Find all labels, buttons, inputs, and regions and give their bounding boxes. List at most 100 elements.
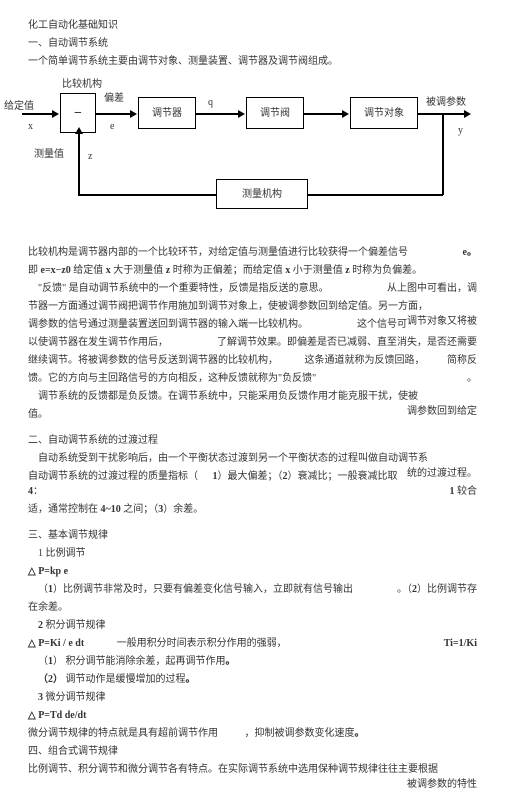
line-cv bbox=[196, 113, 240, 115]
q-label: q bbox=[208, 95, 213, 110]
p-fb-3a: 调参数的信号通过测量装置送回到调节器的输入端一比较机构。 bbox=[28, 319, 308, 330]
sec3-2f-c: Ti=1/Ki bbox=[444, 636, 477, 651]
sec2-p2b-num: 1 bbox=[213, 471, 218, 482]
p-fb-5c: 简称反 bbox=[447, 353, 477, 368]
sec2-p2a: 自动调节系统的过渡过程的质量指标（ bbox=[28, 471, 198, 482]
sec3-1p2: 在余差。 bbox=[28, 600, 477, 615]
sec2-three: 3 bbox=[158, 504, 163, 515]
p-fb-2: 节器一方面通过调节阀把调节作用施加到调节对象上，使被调参数回到给定值。另一方面，… bbox=[28, 299, 477, 314]
sec3-3h-num: 3 bbox=[38, 692, 43, 703]
p-fb-2a: 节器一方面通过调节阀把调节作用施加到调节对象上，使被调参数回到给定值。另一方面， bbox=[28, 301, 428, 312]
p-after-1-bold: e。 bbox=[463, 247, 477, 258]
z-b2: z bbox=[345, 265, 349, 276]
sec2-range: 4~10 bbox=[101, 504, 121, 515]
p-fb-5a: 继续调节。将被调参数的信号反送到调节器的比较机构， bbox=[28, 355, 278, 366]
sec2-one: 1 bbox=[450, 486, 455, 497]
p-fb-6a: 馈。它的方向与主回路信号的方向相反，这种反馈就称为"负反馈" bbox=[28, 373, 316, 384]
sec3-2p2-t: 调节动作是缓慢增加的过程。 bbox=[66, 674, 196, 685]
sec3-2f-b: 一般用积分时间表示积分作用的强弱， bbox=[117, 638, 287, 649]
line-fb-up bbox=[78, 133, 80, 195]
x-b: x bbox=[106, 265, 111, 276]
sec3-1h: 1 比例调节 bbox=[28, 546, 477, 561]
line-vo bbox=[304, 113, 344, 115]
p-fb-3b: 这个信号可 bbox=[357, 317, 407, 332]
z-label: z bbox=[88, 149, 92, 164]
p-fb-1: "反馈" 是自动调节系统中的一个重要特性，反馈是指反送的意思。 从上图中可看出，… bbox=[28, 281, 477, 296]
arrow-fb-up bbox=[75, 127, 83, 134]
sec3-4p: 比例调节、积分调节和微分调节各有特点。在实际调节系统中选用保种调节规律往往主要根… bbox=[28, 762, 477, 777]
sec3-1h-text: 1 比例调节 bbox=[38, 548, 86, 559]
sec3-2f: △ P=Ki / e dt 一般用积分时间表示积分作用的强弱， Ti=1/Ki bbox=[28, 636, 477, 651]
p-fb-7b: 调参数回到给定 bbox=[407, 404, 477, 419]
sec3-3p-a: 微分调节规律的特点就是具有超前调节作用 bbox=[28, 728, 218, 739]
block-diagram: 比较机构 给定值 x − 偏差 e 调节器 q 调节阀 调节对象 被调参数 y … bbox=[28, 77, 468, 237]
sec3-4p-b: 被调参数的特性 bbox=[407, 777, 477, 792]
sec3-2h-num: 2 bbox=[38, 620, 43, 631]
p-fb-7a: 调节系统的反馈都是负反馈。在调节系统中，只能采用负反馈作用才能克服干扰，使被 bbox=[38, 391, 418, 402]
controller-box: 调节器 bbox=[138, 97, 196, 129]
p-fb-5b: 这条通道就称为反馈回路， bbox=[305, 355, 425, 366]
sec3-2p1: （1） 积分调节能消除余差，起再调节作用。 bbox=[28, 654, 477, 669]
line-fb-h1 bbox=[308, 194, 443, 196]
doc-title: 化工自动化基础知识 bbox=[28, 18, 477, 33]
sec2-p1: 自动系统受到干扰影响后，由一个平衡状态过渡到另一个平衡状态的过程叫做自动调节系 … bbox=[28, 451, 477, 466]
sec3-2p2: （2） 调节动作是缓慢增加的过程。 bbox=[28, 672, 477, 687]
arrow-vo bbox=[342, 110, 349, 118]
sec3-3h: 3 微分调节规律 bbox=[28, 690, 477, 705]
comparator-label: 比较机构 bbox=[62, 77, 102, 92]
line-fb-h2 bbox=[78, 194, 216, 196]
sec3-3p-b: ，抑制被调参数变化速度。 bbox=[245, 728, 365, 739]
sec3-4h: 四、组合式调节规律 bbox=[28, 744, 477, 759]
sec2-p3: 适，通常控制在 4~10 之间；（3）余差。 bbox=[28, 502, 477, 517]
sec3-3f: △ P=Td de/dt bbox=[28, 708, 477, 723]
sec3-2p1-lbl: （1） bbox=[38, 656, 63, 667]
sec3-1p-a: （1）比例调节非常及时，只要有偏差变化信号输入，立即就有信号输出 bbox=[38, 584, 353, 595]
object-box: 调节对象 bbox=[350, 97, 418, 129]
sec2-p1b: 统的过渡过程。 bbox=[407, 466, 477, 481]
p-fb-1a: "反馈" 是自动调节系统中的一个重要特性，反馈是指反送的意思。 bbox=[38, 283, 329, 294]
sec1-p1: 一个简单调节系统主要由调节对象、测量装置、调节器及调节阀组成。 bbox=[28, 54, 477, 69]
sec3-1p: （1）比例调节非常及时，只要有偏差变化信号输入，立即就有信号输出 。（2）比例调… bbox=[28, 582, 477, 597]
p-fb-1b: 从上图中可看出，调 bbox=[387, 281, 477, 296]
sec3-2p1-t: 积分调节能消除余差，起再调节作用。 bbox=[66, 656, 236, 667]
sec1-heading: 一、自动调节系统 bbox=[28, 36, 477, 51]
x-label: x bbox=[28, 119, 33, 134]
valve-box: 调节阀 bbox=[246, 97, 304, 129]
out-label: 被调参数 bbox=[426, 95, 466, 110]
p-fb-6: 馈。它的方向与主回路信号的方向相反，这种反馈就称为"负反馈" 。 bbox=[28, 371, 477, 386]
sec2-p1a: 自动系统受到干扰影响后，由一个平衡状态过渡到另一个平衡状态的过程叫做自动调节系 bbox=[38, 453, 428, 464]
sec3-1f: △ P=kp e bbox=[28, 564, 477, 579]
p-fb-4: 以使调节器在发生调节作用后， 了解调节效果。即偏差是否已减弱、直至消失，是否还需… bbox=[28, 335, 477, 350]
p-fb-4b: 了解调节效果。即偏差是否已减弱、直至消失，是否还需要 bbox=[217, 335, 477, 350]
sec2-heading: 二、自动调节系统的过渡过程 bbox=[28, 433, 477, 448]
sec3-1p-b: 。（2）比例调节存 bbox=[397, 582, 477, 597]
p-fb-6t: 。 bbox=[467, 371, 477, 386]
e-label: e bbox=[110, 119, 114, 134]
arrow-in bbox=[52, 110, 59, 118]
formula-e: e=x−z0 bbox=[41, 265, 71, 276]
sec3-heading: 三、基本调节规律 bbox=[28, 528, 477, 543]
line-in bbox=[22, 113, 54, 115]
z-b: z bbox=[166, 265, 170, 276]
sec3-4p-a: 比例调节、积分调节和微分调节各有特点。在实际调节系统中选用保种调节规律往往主要根… bbox=[28, 764, 438, 775]
p-fb-2b: 调节对象又将被 bbox=[407, 314, 477, 329]
arrow-ce bbox=[130, 110, 137, 118]
line-ce bbox=[96, 113, 132, 115]
sec3-2h: 2 积分调节规律 bbox=[28, 618, 477, 633]
line-fb-down bbox=[442, 113, 444, 195]
p-fb-5: 继续调节。将被调参数的信号反送到调节器的比较机构， 这条通道就称为反馈回路， 简… bbox=[28, 353, 477, 368]
p-fb-7: 调节系统的反馈都是负反馈。在调节系统中，只能采用负反馈作用才能克服干扰，使被 调… bbox=[28, 389, 477, 404]
err-label: 偏差 bbox=[104, 91, 124, 106]
x-b2: x bbox=[285, 265, 290, 276]
p-after-2: 即 e=x−z0 给定值 x 大于测量值 z 时称为正偏差；而给定值 x 小于测… bbox=[28, 263, 477, 278]
arrow-cv bbox=[238, 110, 245, 118]
minus-sign: − bbox=[74, 103, 82, 124]
p-after-1a: 比较机构是调节器内部的一个比较环节，对给定值与测量值进行比较获得一个偏差信号 bbox=[28, 247, 408, 258]
sec2-p2b-num2: 2 bbox=[283, 471, 288, 482]
given-label: 给定值 bbox=[4, 99, 34, 114]
meas-label: 测量值 bbox=[34, 147, 64, 162]
sec2-ratio: 4 bbox=[28, 486, 33, 497]
sec3-2f-a: △ P=Ki / e dt bbox=[28, 638, 84, 649]
sec3-3p: 微分调节规律的特点就是具有超前调节作用 ，抑制被调参数变化速度。 bbox=[28, 726, 477, 741]
arrow-out bbox=[464, 110, 471, 118]
